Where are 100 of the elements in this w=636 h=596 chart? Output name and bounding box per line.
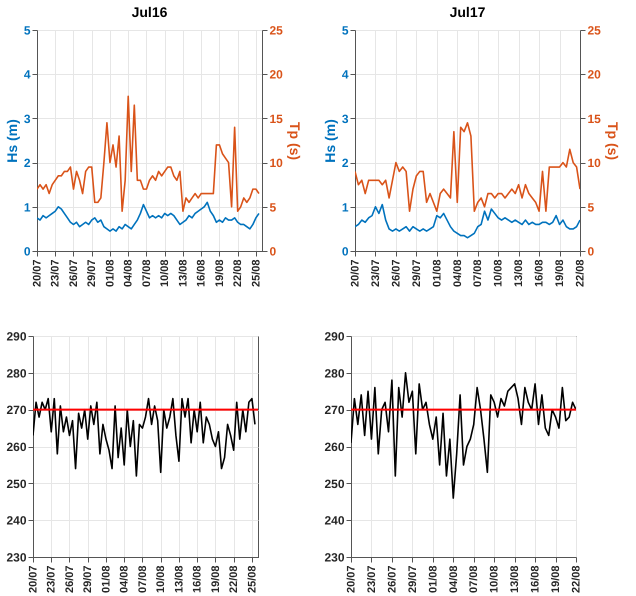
x-tick-label: 07/08 xyxy=(140,260,153,288)
y-tick-label: 280 xyxy=(324,366,345,380)
y-tick-label: 290 xyxy=(6,330,27,344)
x-tick-label: 26/07 xyxy=(64,566,76,594)
x-tick-label: 22/08 xyxy=(232,260,244,288)
y2-tick-label: 15 xyxy=(270,112,284,126)
y2-tick-label: 25 xyxy=(270,24,284,38)
x-tick-label: 13/08 xyxy=(177,260,190,288)
x-tick-label: 07/08 xyxy=(472,260,484,288)
x-tick-label: 29/07 xyxy=(406,566,419,594)
x-tick-label: 22/08 xyxy=(574,260,586,288)
y-tick-label: 3 xyxy=(342,112,349,126)
x-tick-label: 01/08 xyxy=(431,260,444,288)
x-tick-label: 04/08 xyxy=(118,566,131,594)
y-tick-label: 270 xyxy=(324,403,345,418)
y-tick-label: 5 xyxy=(24,24,31,38)
y-tick-label: 250 xyxy=(324,476,345,491)
x-tick-label: 26/07 xyxy=(68,260,80,288)
x-tick-label: 25/08 xyxy=(246,566,258,594)
x-tick-label: 07/08 xyxy=(468,566,480,594)
y2-axis-title: Tp (s) xyxy=(286,122,303,160)
x-tick-label: 10/08 xyxy=(155,566,168,594)
line-series xyxy=(37,96,260,212)
y2-tick-label: 10 xyxy=(588,156,602,170)
x-tick-label: 13/08 xyxy=(513,260,526,288)
y-tick-label: 230 xyxy=(6,550,27,564)
x-tick-label: 10/08 xyxy=(159,260,172,288)
y2-tick-label: 5 xyxy=(588,200,594,214)
x-tick-label: 07/08 xyxy=(136,566,149,594)
y2-tick-label: 0 xyxy=(270,244,276,258)
x-tick-label: 22/08 xyxy=(228,566,240,594)
y-tick-label: 230 xyxy=(324,550,345,564)
y-tick-label: 260 xyxy=(324,440,345,454)
y2-tick-label: 20 xyxy=(588,68,602,82)
y-tick-label: 5 xyxy=(342,24,349,38)
chart-title: Jul17 xyxy=(450,4,486,20)
y2-tick-label: 5 xyxy=(270,200,276,214)
x-tick-label: 13/08 xyxy=(509,566,522,594)
x-tick-label: 25/08 xyxy=(250,260,262,288)
x-tick-label: 26/07 xyxy=(386,566,398,594)
x-tick-label: 20/07 xyxy=(28,566,40,594)
y2-tick-label: 0 xyxy=(588,244,594,258)
x-tick-label: 29/07 xyxy=(86,260,98,288)
y2-tick-label: 20 xyxy=(270,68,284,82)
y-tick-label: 260 xyxy=(6,440,27,454)
line-series xyxy=(355,122,580,212)
y-tick-label: 4 xyxy=(342,68,349,82)
x-tick-label: 22/08 xyxy=(570,566,582,594)
y-tick-label: 1 xyxy=(24,200,31,214)
x-tick-label: 01/08 xyxy=(104,260,116,288)
y-tick-label: 3 xyxy=(24,112,31,126)
y2-axis-title: Tp (s) xyxy=(604,122,621,160)
chart-title: Jul16 xyxy=(132,4,168,20)
line-series xyxy=(37,202,260,232)
y2-tick-label: 15 xyxy=(588,112,602,126)
y-tick-label: 250 xyxy=(6,476,27,491)
x-tick-label: 01/08 xyxy=(100,566,112,594)
x-tick-label: 20/07 xyxy=(32,260,44,288)
line-series xyxy=(355,204,580,239)
y-axis-title: Hs (m) xyxy=(322,119,338,163)
y-tick-label: 280 xyxy=(6,366,27,380)
y-tick-label: 2 xyxy=(24,156,31,170)
y-tick-label: 240 xyxy=(324,514,345,528)
x-tick-label: 16/08 xyxy=(530,566,542,594)
x-tick-label: 04/08 xyxy=(122,260,135,288)
x-tick-label: 29/07 xyxy=(410,260,423,288)
y-tick-label: 1 xyxy=(342,200,349,214)
y-tick-label: 0 xyxy=(342,244,349,258)
y-tick-label: 240 xyxy=(6,514,27,528)
y-tick-label: 290 xyxy=(324,330,345,344)
x-tick-label: 19/08 xyxy=(554,260,566,288)
x-tick-label: 10/08 xyxy=(488,566,501,594)
x-tick-label: 10/08 xyxy=(492,260,505,288)
x-tick-label: 20/07 xyxy=(350,260,362,288)
line-series xyxy=(33,398,256,477)
x-tick-label: 20/07 xyxy=(346,566,358,594)
x-tick-label: 23/07 xyxy=(50,260,62,288)
y2-tick-label: 25 xyxy=(588,24,602,38)
x-tick-label: 04/08 xyxy=(452,260,464,288)
line-series xyxy=(351,372,576,499)
x-tick-label: 16/08 xyxy=(534,260,546,288)
y-tick-label: 4 xyxy=(24,68,31,82)
x-tick-label: 19/08 xyxy=(210,566,222,594)
y-tick-label: 2 xyxy=(342,156,349,170)
x-tick-label: 23/07 xyxy=(46,566,58,594)
y-tick-label: 0 xyxy=(24,244,31,258)
x-tick-label: 13/08 xyxy=(173,566,186,594)
y-tick-label: 270 xyxy=(6,403,27,418)
x-tick-label: 04/08 xyxy=(448,566,460,594)
x-tick-label: 19/08 xyxy=(214,260,226,288)
x-tick-label: 16/08 xyxy=(192,566,204,594)
x-tick-label: 23/07 xyxy=(366,566,378,594)
y-axis-title: Hs (m) xyxy=(4,119,20,163)
x-tick-label: 16/08 xyxy=(196,260,208,288)
x-tick-label: 01/08 xyxy=(427,566,440,594)
x-tick-label: 19/08 xyxy=(550,566,562,594)
x-tick-label: 23/07 xyxy=(370,260,382,288)
y2-tick-label: 10 xyxy=(270,156,284,170)
x-tick-label: 29/07 xyxy=(82,566,94,594)
x-tick-label: 26/07 xyxy=(390,260,402,288)
